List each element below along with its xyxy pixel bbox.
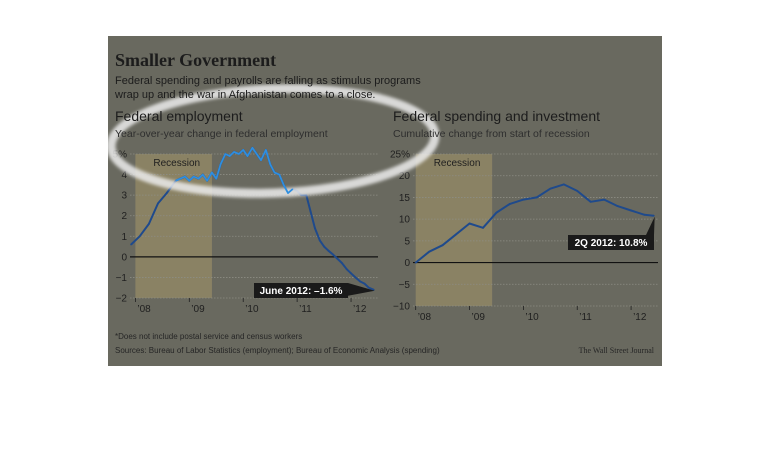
left-data-point	[332, 253, 335, 256]
left-panel-subtitle: Year-over-year change in federal employm…	[115, 128, 328, 140]
left-data-point	[147, 223, 150, 225]
left-ytick-label: −1	[116, 273, 128, 284]
right-recession-band	[415, 154, 493, 306]
left-xtick-label: ’12	[353, 304, 367, 315]
left-data-point	[309, 210, 312, 213]
right-ytick-label: 15	[399, 193, 411, 204]
right-data-point	[616, 205, 619, 208]
left-data-point	[318, 239, 321, 242]
highlight-ring	[108, 84, 440, 198]
left-data-point	[130, 243, 132, 246]
right-xtick-label: ’11	[579, 312, 592, 323]
left-data-point	[363, 282, 366, 285]
right-callout-group: 2Q 2012: 10.8%	[568, 216, 655, 250]
credit: The Wall Street Journal	[578, 346, 654, 355]
right-xtick-label: ’12	[633, 312, 647, 323]
right-ytick-label: 25%	[390, 150, 410, 161]
right-data-point	[576, 190, 579, 192]
right-recession-label: Recession	[434, 158, 481, 169]
left-xtick-label: ’10	[245, 304, 259, 315]
left-data-point	[354, 276, 357, 279]
left-ytick-label: 3	[121, 191, 127, 202]
right-data-point	[643, 213, 646, 216]
left-data-point	[314, 227, 316, 229]
graphic-subtitle: Federal spending and payrolls are fallin…	[115, 75, 421, 101]
right-data-point	[414, 261, 417, 264]
left-data-point	[367, 286, 370, 289]
left-data-point	[323, 245, 325, 248]
right-panel-subtitle: Cumulative change from start of recessio…	[393, 128, 590, 140]
right-data-point	[589, 200, 592, 203]
right-data-point	[428, 250, 431, 253]
right-ytick-label: 5	[404, 236, 410, 247]
right-xtick-label: ’09	[472, 312, 486, 323]
left-panel-title: Federal employment	[115, 108, 243, 124]
left-data-point	[372, 288, 375, 291]
right-ytick-label: 20	[399, 171, 411, 182]
right-data-point	[468, 222, 471, 225]
right-panel-title: Federal spending and investment	[393, 108, 601, 124]
right-data-point	[562, 183, 565, 186]
right-data-point	[495, 211, 498, 214]
left-xtick-label: ’09	[191, 304, 205, 315]
left-data-point	[359, 280, 362, 283]
left-callout-box	[254, 283, 348, 298]
left-series-highlight-line	[175, 146, 294, 195]
right-data-point	[522, 198, 525, 201]
right-callout-pointer	[646, 216, 655, 235]
left-ytick-label: −2	[116, 294, 128, 305]
right-data-point	[652, 214, 655, 217]
left-data-point	[327, 249, 330, 252]
right-ytick-label: −5	[399, 280, 411, 291]
right-callout-label: 2Q 2012: 10.8%	[575, 238, 648, 249]
right-data-point	[549, 187, 552, 190]
right-xtick-label: ’08	[418, 312, 432, 323]
left-ytick-label: 5%	[113, 150, 128, 161]
right-ytick-label: −10	[393, 302, 410, 313]
right-data-point	[455, 233, 457, 236]
left-ytick-label: 1	[121, 232, 127, 243]
right-data-point	[441, 244, 444, 247]
left-callout-group: June 2012: –1.6%	[254, 283, 375, 298]
right-data-point	[509, 203, 511, 205]
right-ytick-label: 0	[404, 258, 410, 269]
left-recession-label: Recession	[153, 158, 200, 169]
left-data-point	[157, 202, 159, 205]
left-data-point	[336, 258, 339, 260]
right-data-point	[535, 196, 538, 199]
left-data-point	[350, 272, 352, 275]
footnote: *Does not include postal service and cen…	[115, 332, 303, 341]
left-data-point	[340, 262, 343, 264]
left-xtick-label: ’11	[299, 304, 312, 315]
right-data-point	[482, 226, 484, 229]
graphic-title: Smaller Government	[115, 50, 277, 70]
left-ytick-label: 0	[121, 252, 127, 263]
left-data-point	[345, 268, 348, 271]
left-data-point	[165, 192, 168, 194]
left-xtick-label: ’08	[137, 304, 151, 315]
chart-graphic: Recession 5% 4 3 2 1 0 −1 −2’08’09’10’11’12 Reces…	[108, 36, 662, 366]
right-data-point	[603, 198, 606, 201]
right-ytick-label: 10	[399, 215, 411, 226]
left-ytick-label: 4	[121, 170, 127, 181]
left-data-point	[138, 235, 141, 238]
chart-canvas: Recession5%43210−1−2’08’09’10’11’12Reces…	[108, 84, 658, 323]
left-ytick-label: 2	[121, 211, 127, 222]
left-callout-label: June 2012: –1.6%	[260, 286, 343, 297]
right-data-point	[630, 209, 632, 212]
right-xtick-label: ’10	[525, 312, 539, 323]
sources: Sources: Bureau of Labor Statistics (emp…	[115, 346, 440, 355]
right-chart-group: Recession 25% 20 15 10 5 0 −5 −10 ’08 ’09 ’10 ’11 ’12	[390, 150, 658, 323]
right-callout-box	[568, 235, 654, 250]
